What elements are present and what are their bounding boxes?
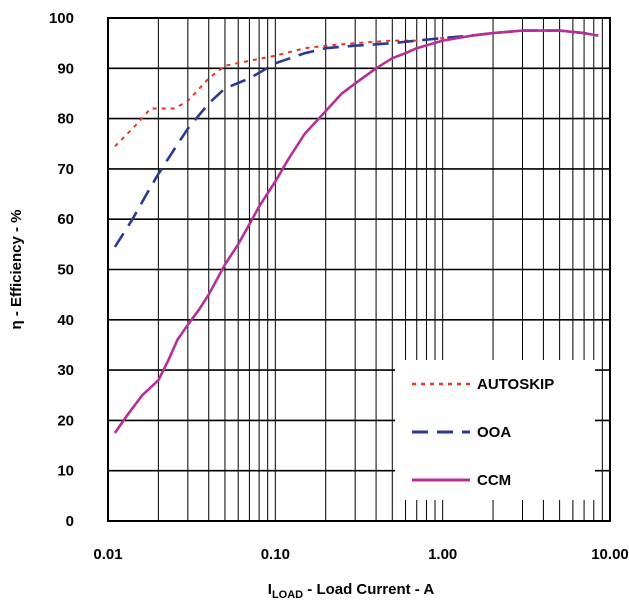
x-tick-label: 1.00 [428, 546, 457, 563]
y-tick-label: 70 [57, 161, 74, 178]
y-tick-label: 0 [66, 513, 74, 530]
y-tick-label: 50 [57, 262, 74, 279]
x-tick-label: 0.10 [261, 546, 290, 563]
y-tick-label: 60 [57, 211, 74, 228]
x-axis-title: ILOAD - Load Current - A [268, 581, 435, 601]
series-line-autoskip [114, 29, 599, 148]
legend-label-autoskip: AUTOSKIP [477, 376, 554, 393]
series-lines [113, 29, 599, 434]
plot-frame [107, 17, 611, 522]
legend-label-ccm: CCM [477, 472, 511, 489]
legend-label-ooa: OOA [477, 424, 511, 441]
x-tick-label: 10.00 [591, 546, 629, 563]
y-tick-label: 90 [57, 60, 74, 77]
x-axis-title-suffix: - Load Current - A [303, 581, 434, 598]
tick-labels: 0 10 20 30 40 50 60 70 80 90 100 0.01 0.10 1.00 10.00 [49, 10, 629, 563]
y-tick-label: 10 [57, 463, 74, 480]
y-tick-label: 80 [57, 111, 74, 128]
legend-box [395, 360, 595, 500]
y-tick-label: 30 [57, 362, 74, 379]
x-tick-label: 0.01 [93, 546, 122, 563]
y-tick-label: 20 [57, 412, 74, 429]
y-tick-label: 40 [57, 312, 74, 329]
legend: AUTOSKIP OOA CCM [412, 376, 554, 489]
y-tick-label: 100 [49, 10, 74, 27]
series-line-ccm [113, 29, 599, 434]
x-axis-title-subscript: LOAD [272, 589, 303, 601]
x-axis-title-prefix: I [268, 581, 272, 598]
y-axis-title: η - Efficiency - % [8, 209, 25, 329]
